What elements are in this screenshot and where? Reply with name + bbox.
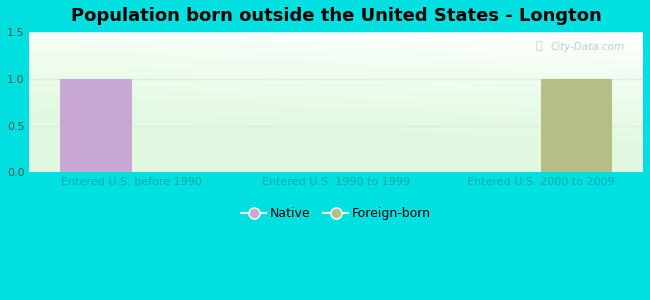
Legend: Native, Foreign-born: Native, Foreign-born xyxy=(237,202,436,225)
Text: ⓘ: ⓘ xyxy=(536,41,542,51)
Title: Population born outside the United States - Longton: Population born outside the United State… xyxy=(71,7,602,25)
Bar xyxy=(541,79,612,172)
Bar xyxy=(60,79,132,172)
Text: City-Data.com: City-Data.com xyxy=(551,42,625,52)
